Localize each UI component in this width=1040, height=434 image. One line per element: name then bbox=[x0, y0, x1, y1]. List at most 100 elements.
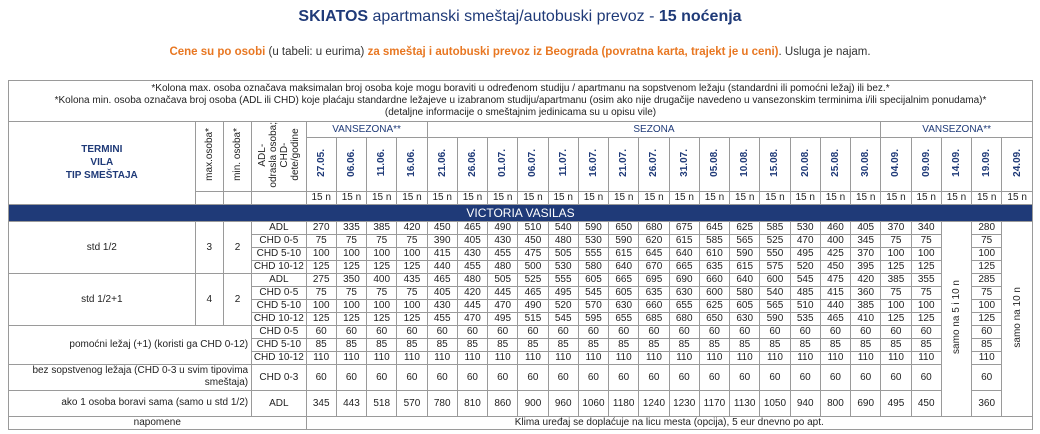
price-cell: 60 bbox=[729, 324, 761, 339]
date-header: 26.07. bbox=[638, 137, 670, 192]
price-cell: 470 bbox=[789, 233, 821, 248]
page-subtitle: Cene su po osobi (u tabeli: u eurima) za… bbox=[0, 46, 1040, 58]
price-cell: 600 bbox=[698, 285, 731, 300]
category-label-line: ADL- bbox=[256, 143, 268, 167]
price-cell: 125 bbox=[366, 259, 398, 274]
price-cell: 630 bbox=[729, 311, 761, 326]
extra-bed-label: pomoćni ležaj (+1) (koristi ga CHD 0-12) bbox=[7, 324, 253, 365]
date-label: 06.06. bbox=[345, 149, 357, 177]
room-min-persons: 2 bbox=[222, 272, 253, 326]
price-cell: 75 bbox=[335, 233, 368, 248]
price-cell: 410 bbox=[850, 311, 882, 326]
nights-cell: 15 n bbox=[335, 190, 368, 205]
category-cell: CHD 10-12 bbox=[251, 350, 307, 365]
price-cell: 125 bbox=[305, 259, 337, 274]
price-cell: 540 bbox=[759, 285, 791, 300]
column-header-min: min. osoba* bbox=[222, 121, 253, 192]
price-cell: 110 bbox=[577, 350, 610, 365]
price-cell: 85 bbox=[456, 337, 489, 352]
price-cell: 425 bbox=[819, 246, 852, 261]
date-label: 11.07. bbox=[557, 149, 569, 177]
date-header: 30.08. bbox=[850, 137, 882, 192]
price-cell: 60 bbox=[819, 324, 852, 339]
price-cell: 110 bbox=[335, 350, 368, 365]
price-cell: 85 bbox=[668, 337, 700, 352]
single-occupancy-label: ako 1 osoba boravi sama (samo u std 1/2) bbox=[7, 389, 253, 417]
price-cell: 860 bbox=[487, 389, 519, 417]
season-header-off-1: VANSEZONA** bbox=[305, 120, 428, 139]
nights-cell: 15 n bbox=[638, 190, 670, 205]
nights-cell: 15 n bbox=[940, 190, 973, 205]
date-header: 19.09. bbox=[971, 137, 1003, 192]
price-cell: 110 bbox=[608, 350, 640, 365]
category-label-line: CHD- bbox=[278, 142, 290, 168]
price-cell: 110 bbox=[305, 350, 337, 365]
price-cell: 585 bbox=[759, 220, 791, 235]
price-cell: 505 bbox=[487, 272, 519, 287]
date-header: 10.08. bbox=[729, 137, 761, 192]
price-cell: 100 bbox=[971, 298, 1003, 313]
price-cell: 75 bbox=[971, 285, 1003, 300]
price-cell: 650 bbox=[608, 220, 640, 235]
notes-label: napomene bbox=[8, 415, 307, 430]
price-cell: 60 bbox=[305, 363, 337, 391]
price-cell: 125 bbox=[305, 311, 337, 326]
price-cell: 110 bbox=[759, 350, 791, 365]
price-cell: 85 bbox=[850, 337, 882, 352]
price-cell: 600 bbox=[759, 272, 791, 287]
price-cell: 580 bbox=[577, 259, 610, 274]
stay-note-text: samo na 5 i 10 n bbox=[950, 280, 962, 355]
price-cell: 495 bbox=[880, 389, 912, 417]
price-cell: 690 bbox=[668, 272, 700, 287]
price-cell: 530 bbox=[577, 233, 610, 248]
price-cell: 625 bbox=[698, 298, 731, 313]
price-cell: 85 bbox=[547, 337, 579, 352]
category-cell: CHD 0-5 bbox=[251, 233, 307, 248]
price-cell: 585 bbox=[698, 233, 731, 248]
nights-cell: 15 n bbox=[880, 190, 912, 205]
price-cell: 660 bbox=[698, 272, 731, 287]
price-table: *Kolona max. osoba označava maksimalan b… bbox=[7, 80, 1034, 430]
price-cell: 415 bbox=[819, 285, 852, 300]
price-cell: 270 bbox=[305, 220, 337, 235]
date-header: 21.07. bbox=[608, 137, 640, 192]
page-title: SKIATOS apartmanski smeštaj/autobuski pr… bbox=[0, 8, 1040, 26]
nights-cell: 15 n bbox=[910, 190, 942, 205]
price-cell: 100 bbox=[305, 246, 337, 261]
price-cell: 100 bbox=[396, 298, 428, 313]
price-cell: 85 bbox=[608, 337, 640, 352]
price-cell: 60 bbox=[577, 363, 610, 391]
price-cell: 420 bbox=[456, 285, 489, 300]
price-cell: 100 bbox=[880, 246, 912, 261]
price-cell: 385 bbox=[850, 298, 882, 313]
price-cell: 435 bbox=[396, 272, 428, 287]
min-persons-label: min. osoba* bbox=[231, 128, 243, 182]
date-header: 27.05. bbox=[305, 137, 337, 192]
season-header-main: SEZONA bbox=[426, 120, 882, 139]
price-cell: 440 bbox=[819, 298, 852, 313]
price-cell: 518 bbox=[366, 389, 398, 417]
price-cell: 665 bbox=[608, 272, 640, 287]
price-cell: 100 bbox=[305, 298, 337, 313]
price-cell: 75 bbox=[910, 233, 942, 248]
price-cell: 465 bbox=[517, 285, 549, 300]
category-label: ADL-odrasla osoba; CHD-dete/godine bbox=[256, 122, 301, 187]
price-cell: 470 bbox=[456, 311, 489, 326]
price-cell: 605 bbox=[608, 285, 640, 300]
date-label: 11.06. bbox=[376, 149, 388, 177]
price-cell: 625 bbox=[729, 220, 761, 235]
price-cell: 110 bbox=[366, 350, 398, 365]
price-cell: 520 bbox=[547, 298, 579, 313]
title-destination: SKIATOS bbox=[298, 8, 369, 25]
price-cell: 665 bbox=[668, 259, 700, 274]
price-cell: 685 bbox=[638, 311, 670, 326]
price-cell: 85 bbox=[305, 337, 337, 352]
price-cell: 75 bbox=[366, 233, 398, 248]
price-cell: 335 bbox=[335, 220, 368, 235]
price-cell: 85 bbox=[426, 337, 458, 352]
max-persons-label: max.osoba* bbox=[203, 128, 215, 182]
price-cell: 60 bbox=[305, 324, 337, 339]
stay-note-2409: samo na 10 n bbox=[1001, 220, 1033, 417]
price-cell: 505 bbox=[547, 246, 579, 261]
left-header-line: TERMINI bbox=[81, 144, 123, 156]
